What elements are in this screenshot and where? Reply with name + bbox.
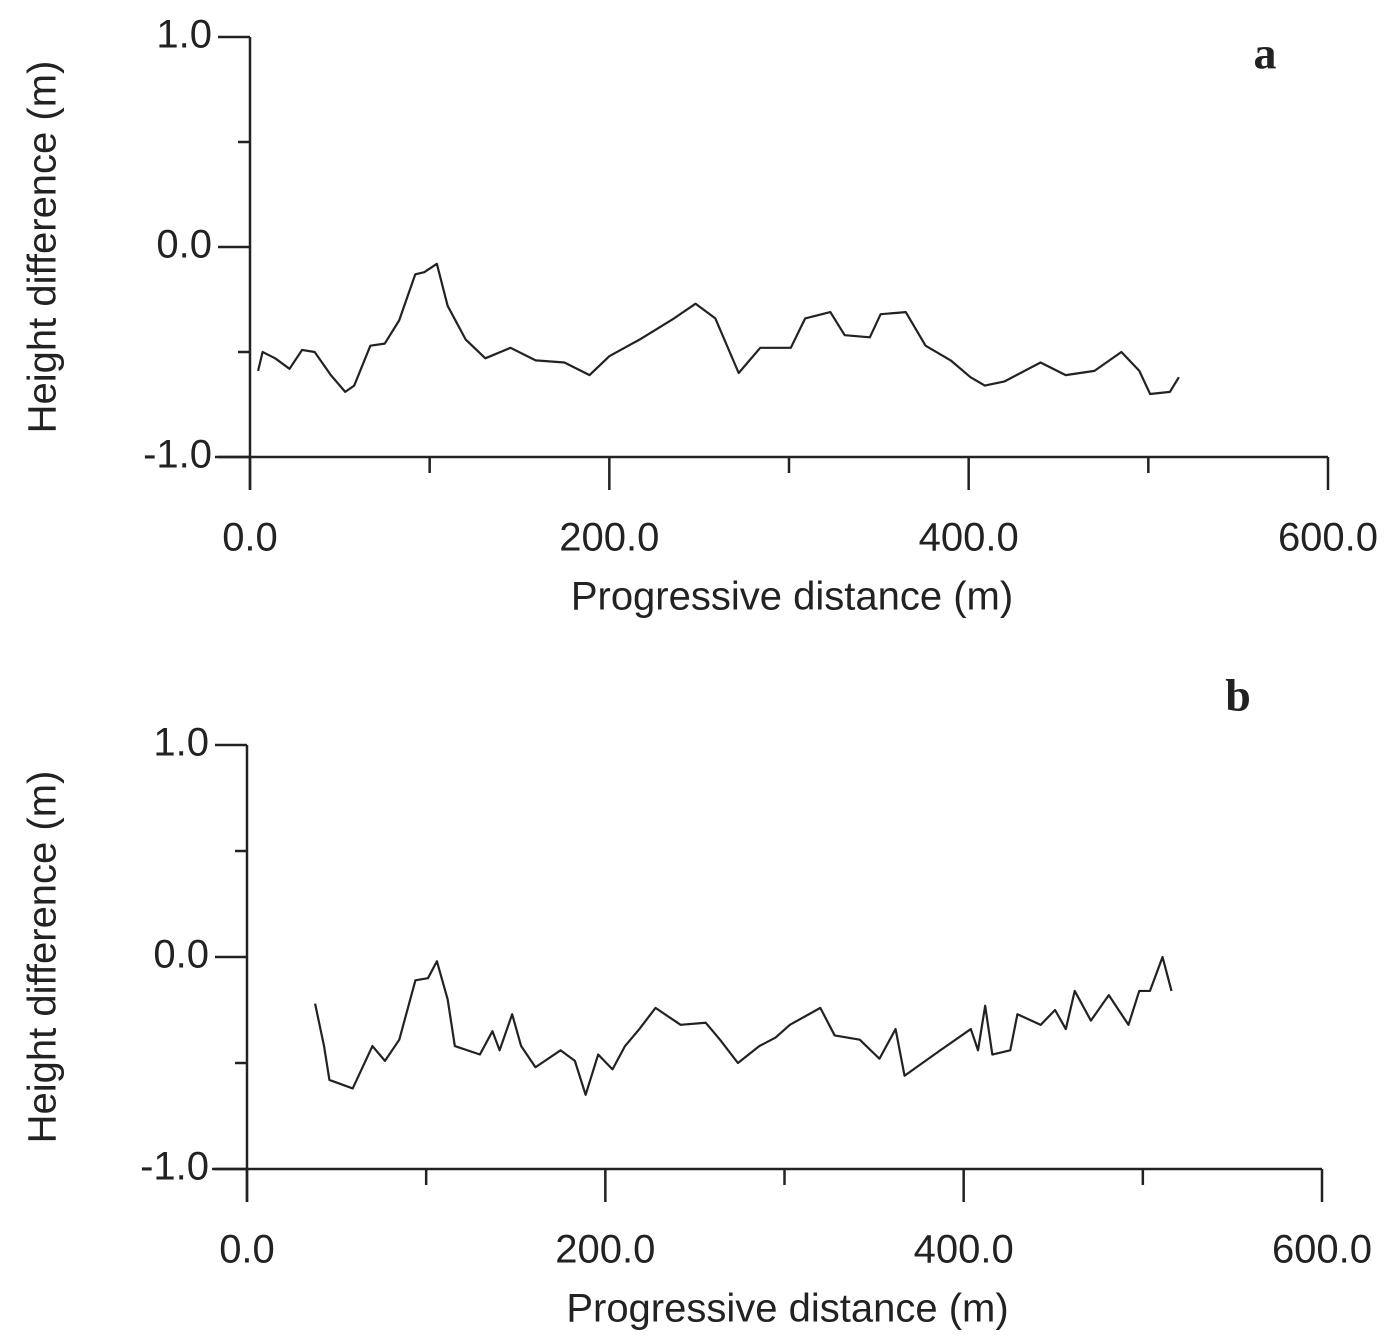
y-axis-label: Height difference (m)	[21, 771, 65, 1144]
x-tick-label: 200.0	[555, 1228, 655, 1272]
data-line	[257, 262, 1180, 396]
x-axis-label: Progressive distance (m)	[566, 1287, 1008, 1331]
x-tick-label: 600.0	[1272, 1228, 1372, 1272]
y-tick-label: 1.0	[156, 13, 212, 57]
y-tick-label: 0.0	[153, 933, 209, 977]
x-tick-label: 0.0	[222, 516, 278, 560]
x-tick-label: 400.0	[914, 1228, 1014, 1272]
y-tick-label: -1.0	[143, 433, 212, 477]
x-tick-label: 400.0	[919, 516, 1019, 560]
y-tick-label: 1.0	[153, 721, 209, 765]
panel-label: a	[1254, 28, 1277, 79]
y-tick-label: 0.0	[156, 223, 212, 267]
y-axis-label: Height difference (m)	[21, 61, 65, 434]
data-line	[314, 955, 1173, 1096]
panel-label: b	[1225, 670, 1251, 721]
x-tick-label: 0.0	[219, 1228, 275, 1272]
x-tick-label: 200.0	[559, 516, 659, 560]
y-tick-label: -1.0	[140, 1145, 209, 1189]
x-axis-label: Progressive distance (m)	[571, 575, 1013, 619]
x-tick-label: 600.0	[1278, 516, 1378, 560]
